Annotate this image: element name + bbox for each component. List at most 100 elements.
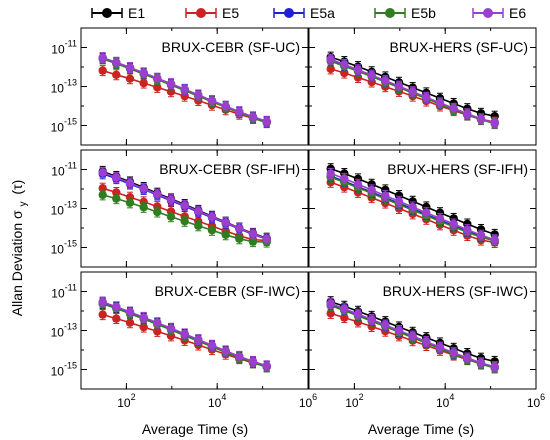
- data-point: [194, 90, 203, 100]
- data-point: [98, 190, 107, 200]
- tick-exponent: 2: [359, 392, 364, 402]
- data-point: [490, 235, 499, 244]
- tick-exponent: -13: [64, 78, 77, 88]
- legend-item: E5b: [374, 5, 436, 21]
- series: [98, 296, 271, 372]
- data-point: [449, 104, 458, 113]
- x-tick-label: 106: [299, 392, 317, 410]
- data-point: [435, 98, 445, 108]
- y-tick-label: 10-11: [51, 283, 77, 301]
- data-point: [153, 207, 162, 217]
- tick-exponent: -15: [64, 361, 77, 371]
- data-point: [194, 207, 203, 216]
- tick-exponent: -13: [64, 322, 77, 332]
- data-point: [153, 83, 162, 92]
- panel-title: BRUX-CEBR (SF-UC): [162, 39, 300, 55]
- data-point: [381, 191, 390, 200]
- legend-marker: [483, 8, 493, 18]
- data-point: [262, 234, 271, 243]
- legend-label: E6: [509, 5, 526, 21]
- series: [326, 53, 499, 129]
- data-point: [340, 60, 349, 69]
- data-point: [153, 318, 162, 327]
- data-point: [235, 352, 244, 361]
- data-point: [98, 297, 107, 307]
- data-point: [340, 174, 349, 183]
- tick-exponent: 6: [540, 392, 545, 402]
- panel-title: BRUX-CEBR (SF-IWC): [155, 283, 300, 299]
- data-point: [248, 112, 258, 122]
- legend-label: E5: [222, 5, 239, 21]
- panel-frame: [80, 271, 309, 390]
- x-axis-label-right: Average Time (s): [368, 421, 474, 437]
- data-point: [194, 335, 203, 344]
- data-point: [207, 96, 217, 105]
- data-point: [98, 53, 107, 62]
- tick-exponent: -13: [64, 200, 77, 210]
- data-point: [125, 307, 135, 317]
- x-tick-label: 102: [117, 392, 135, 410]
- y-tick-label: 10-13: [51, 78, 77, 96]
- series: [98, 167, 271, 245]
- data-point: [194, 221, 203, 230]
- y-axis-label: Allan Deviation σ y (τ): [9, 180, 29, 317]
- data-point: [422, 337, 431, 346]
- legend-item: E1: [91, 5, 145, 21]
- legend-label: E5a: [310, 5, 335, 21]
- data-point: [112, 302, 121, 311]
- data-point: [139, 313, 148, 322]
- data-point: [463, 225, 472, 234]
- data-point: [353, 180, 363, 189]
- data-point: [408, 202, 417, 212]
- data-point: [408, 87, 417, 96]
- data-point: [139, 203, 148, 212]
- data-point: [235, 234, 244, 243]
- x-tick-label: 104: [208, 392, 226, 410]
- data-point: [207, 226, 217, 235]
- data-point: [476, 230, 486, 240]
- y-tick-label: 10-13: [51, 200, 77, 218]
- tick-base: 10: [51, 287, 65, 301]
- data-point: [340, 304, 349, 313]
- data-point: [112, 173, 121, 182]
- data-point: [326, 64, 335, 74]
- data-point: [367, 315, 376, 324]
- data-point: [139, 78, 148, 88]
- tick-base: 10: [51, 165, 65, 179]
- tick-base: 10: [436, 396, 450, 410]
- tick-base: 10: [51, 121, 65, 135]
- legend-item: E5a: [273, 5, 335, 21]
- data-point: [125, 74, 135, 83]
- data-point: [326, 309, 335, 318]
- panel: BRUX-HERS (SF-UC): [308, 27, 537, 146]
- data-point: [139, 322, 148, 332]
- data-point: [125, 198, 135, 207]
- data-point: [221, 218, 230, 227]
- data-point: [408, 331, 417, 341]
- data-point: [98, 168, 107, 177]
- data-point: [112, 194, 121, 203]
- panel: BRUX-HERS (SF-IFH): [308, 149, 537, 268]
- data-point: [221, 102, 230, 111]
- y-tick-label: 10-11: [51, 161, 77, 179]
- data-point: [153, 74, 162, 83]
- tick-base: 10: [345, 396, 359, 410]
- legend-label: E1: [128, 5, 145, 21]
- tick-exponent: 2: [131, 392, 136, 402]
- data-point: [125, 318, 135, 327]
- data-point: [262, 361, 271, 370]
- data-point: [353, 65, 363, 75]
- legend-marker: [385, 8, 395, 18]
- series: [326, 167, 499, 246]
- data-point: [422, 208, 431, 217]
- data-point: [166, 79, 176, 88]
- data-point: [326, 299, 335, 308]
- y-axis-label-sub: y: [18, 201, 29, 206]
- data-point: [207, 341, 217, 350]
- legend-label: E5b: [411, 5, 436, 21]
- data-point: [235, 224, 244, 233]
- data-point: [166, 212, 176, 221]
- legend-item: E6: [472, 5, 526, 21]
- data-point: [326, 55, 335, 64]
